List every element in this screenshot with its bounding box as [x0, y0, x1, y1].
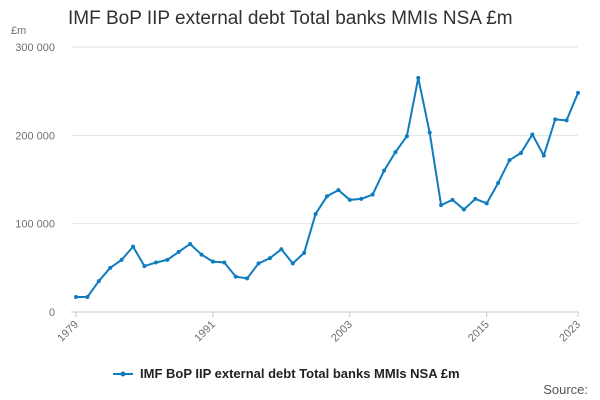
data-point — [427, 130, 432, 135]
data-point — [267, 256, 272, 261]
y-axis-unit: £m — [11, 25, 27, 37]
data-point — [74, 294, 78, 299]
data-point — [96, 279, 101, 284]
data-point — [325, 194, 329, 199]
data-point — [165, 257, 170, 262]
data-point — [473, 196, 478, 201]
data-point — [404, 134, 409, 139]
data-point — [507, 158, 512, 163]
y-tick-label: 100 000 — [15, 219, 55, 231]
x-tick-label: 2015 — [466, 319, 492, 345]
data-point — [564, 118, 569, 123]
data-point — [131, 244, 136, 249]
data-point — [370, 192, 375, 197]
data-point — [85, 294, 90, 299]
data-point — [347, 197, 352, 202]
data-point — [302, 250, 307, 255]
data-point — [279, 247, 284, 252]
data-point — [313, 211, 318, 216]
x-axis-ticks: 1979 1991 2003 2015 2023 — [55, 312, 583, 344]
data-point — [290, 261, 295, 266]
data-point — [108, 265, 113, 270]
data-point — [439, 203, 444, 208]
legend: IMF BoP IIP external debt Total banks MM… — [112, 366, 460, 381]
data-point — [222, 260, 227, 265]
chart-title: IMF BoP IIP external debt Total banks MM… — [68, 8, 513, 29]
source-label: Source: — [543, 382, 588, 397]
data-point — [496, 181, 501, 186]
data-point — [518, 151, 523, 155]
y-tick-label: 200 000 — [15, 130, 55, 142]
data-point — [142, 264, 147, 269]
legend-line-marker — [113, 371, 133, 376]
x-tick-label: 2023 — [557, 319, 583, 345]
x-tick-label: 2003 — [329, 319, 355, 345]
data-point — [336, 188, 341, 193]
data-point — [450, 197, 455, 202]
data-point — [461, 207, 466, 212]
x-tick-label: 1979 — [55, 319, 81, 345]
data-point — [210, 259, 215, 264]
data-point — [530, 132, 535, 137]
data-point — [245, 276, 250, 281]
legend-label: IMF BoP IIP external debt Total banks MM… — [140, 366, 460, 381]
data-point — [233, 274, 238, 279]
data-point — [484, 201, 489, 206]
data-point — [199, 252, 204, 257]
gridlines — [71, 46, 578, 225]
y-tick-label: 0 — [49, 307, 55, 319]
data-point — [393, 150, 398, 155]
data-point — [576, 90, 580, 95]
data-point — [176, 249, 181, 254]
data-point — [153, 260, 158, 265]
series-group — [74, 75, 580, 299]
y-tick-label: 300 000 — [15, 42, 55, 54]
series-line — [76, 76, 579, 298]
data-point — [359, 196, 364, 201]
y-axis-ticks: 0 100 000 200 000 300 000 — [15, 42, 55, 319]
data-point — [541, 153, 546, 158]
data-point — [382, 168, 387, 173]
data-point — [188, 241, 193, 246]
data-point — [119, 257, 124, 262]
data-point — [416, 75, 421, 80]
data-point — [553, 117, 558, 122]
x-tick-label: 1991 — [192, 319, 218, 345]
data-point — [256, 261, 261, 266]
